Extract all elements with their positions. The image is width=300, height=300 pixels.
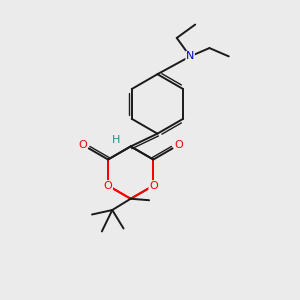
Text: N: N bbox=[186, 51, 194, 62]
Text: O: O bbox=[149, 181, 158, 191]
Text: O: O bbox=[104, 181, 112, 191]
Text: O: O bbox=[78, 140, 87, 150]
Text: H: H bbox=[112, 135, 121, 145]
Text: O: O bbox=[174, 140, 183, 150]
